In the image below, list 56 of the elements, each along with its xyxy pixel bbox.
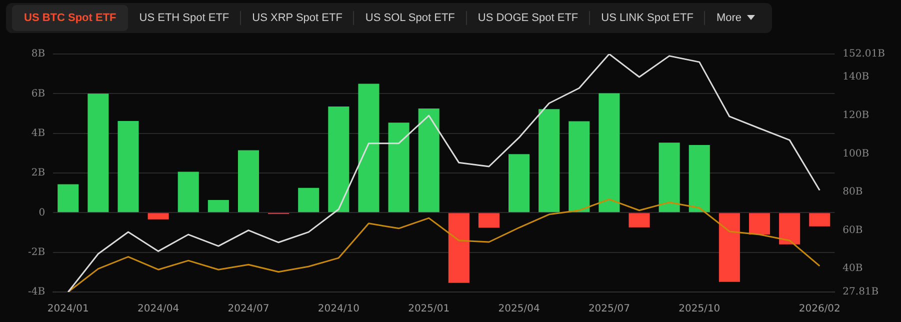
bar <box>238 150 260 212</box>
bar <box>628 213 650 228</box>
y2-tick-label: 60B <box>842 224 863 236</box>
x-tick-label: 2024/07 <box>228 304 270 315</box>
bar <box>388 122 410 212</box>
x-tick-label: 2026/02 <box>798 304 840 315</box>
text: US ETH Spot ETF <box>139 11 230 25</box>
bar <box>358 84 380 212</box>
y2-tick-label: 140B <box>842 72 870 83</box>
bar <box>718 213 740 282</box>
y2-tick-label: 80B <box>842 186 863 198</box>
y-tick-label: 4B <box>31 128 46 139</box>
bar <box>88 94 109 212</box>
bar <box>448 213 470 283</box>
bar <box>658 142 680 212</box>
text: US DOGE Spot ETF <box>478 11 578 25</box>
bar <box>148 213 169 220</box>
bar <box>809 213 830 226</box>
y2-tick-label: 100B <box>842 148 870 160</box>
y-tick-label: 8B <box>31 48 46 60</box>
bar <box>538 109 560 212</box>
y-tick-label: 2B <box>31 168 46 179</box>
y-tick-label: 0 <box>38 207 46 218</box>
x-tick-label: 2024/04 <box>138 304 180 315</box>
text: US SOL Spot ETF <box>365 11 455 25</box>
text: More <box>716 11 742 25</box>
y2-tick-label: 40B <box>842 263 863 274</box>
bar <box>688 145 710 212</box>
bar <box>208 200 229 212</box>
text: US XRP Spot ETF <box>252 11 342 25</box>
bar <box>298 188 320 212</box>
bar <box>508 154 530 212</box>
y2-tick-label: 27.81B <box>842 286 879 298</box>
x-tick-label: 2025/10 <box>678 304 720 315</box>
bar <box>598 93 620 212</box>
text: US LINK Spot ETF <box>601 11 694 25</box>
x-tick-label: 2025/07 <box>588 304 630 315</box>
y2-tick-label: 152.01B <box>842 48 886 60</box>
x-tick-label: 2024/10 <box>318 304 360 315</box>
y-tick-label: 6B <box>31 88 46 100</box>
bar <box>328 106 350 212</box>
y-tick-label: -4B <box>28 286 46 298</box>
x-tick-label: 2025/04 <box>498 304 540 315</box>
text: US BTC Spot ETF <box>24 11 116 25</box>
x-tick-label: 2024/01 <box>47 304 89 315</box>
bar <box>58 184 79 212</box>
bar <box>779 213 800 244</box>
bar <box>118 121 139 212</box>
y-tick-label: -2B <box>28 246 46 258</box>
bar <box>478 213 500 228</box>
x-tick-label: 2025/01 <box>408 304 450 315</box>
bar <box>418 108 440 212</box>
bar <box>178 172 199 212</box>
bar <box>568 121 590 212</box>
bar <box>748 213 770 234</box>
y2-tick-label: 120B <box>842 110 870 121</box>
